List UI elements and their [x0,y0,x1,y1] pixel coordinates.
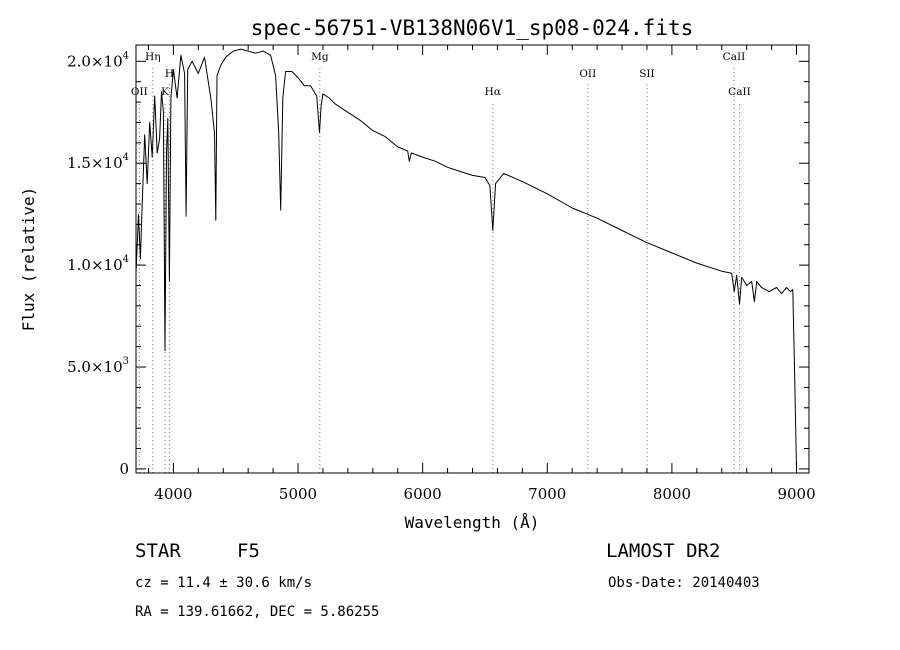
line-marker-label: Mg [311,51,329,63]
spectrum-line [135,48,797,469]
x-tick-label: 9000 [777,485,815,503]
x-tick-label: 4000 [154,485,192,503]
y-tick-label: 1.0×104 [67,254,129,274]
line-marker-label: OII [131,86,148,98]
series-group [135,48,797,469]
x-tick-label: 8000 [653,485,691,503]
x-axis: 4000 5000 6000 7000 8000 9000 [147,45,816,503]
x-tick-label: 6000 [404,485,442,503]
line-marker-label: Hη [145,51,160,63]
object-subclass: F5 [237,540,260,562]
y-tick-label: 1.5×104 [67,152,129,172]
object-class: STAR [135,540,181,562]
line-marker-label: H [165,68,174,80]
x-axis-label: Wavelength (Å) [405,513,540,532]
plot-frame [135,44,810,474]
line-marker-label: K [161,86,169,98]
x-tick-label: 7000 [528,485,566,503]
x-tick-label: 5000 [279,485,317,503]
line-marker-label: Hα [485,86,501,98]
observation-date: Obs-Date: 20140403 [608,575,760,591]
chart-title: spec-56751-VB138N06V1_sp08-024.fits [251,16,694,40]
coordinates-info: RA = 139.61662, DEC = 5.86255 [135,604,380,620]
y-tick-label: 0 [119,460,129,478]
y-axis-label: Flux (relative) [19,187,38,332]
line-markers: OII Hη KH Mg Hα OII SII CaII CaII [131,51,751,473]
y-axis: 0 5.0×103 1.0×104 1.5×104 2.0×104 [67,50,809,478]
line-marker-label: CaII [723,51,746,63]
y-tick-label: 5.0×103 [67,356,129,376]
redshift-info: cz = 11.4 ± 30.6 km/s [135,575,313,591]
line-marker-label: OII [579,68,596,80]
line-marker-label: CaII [728,86,751,98]
y-tick-label: 2.0×104 [67,50,129,70]
survey-name: LAMOST DR2 [606,540,721,562]
line-marker-label: SII [639,68,655,80]
